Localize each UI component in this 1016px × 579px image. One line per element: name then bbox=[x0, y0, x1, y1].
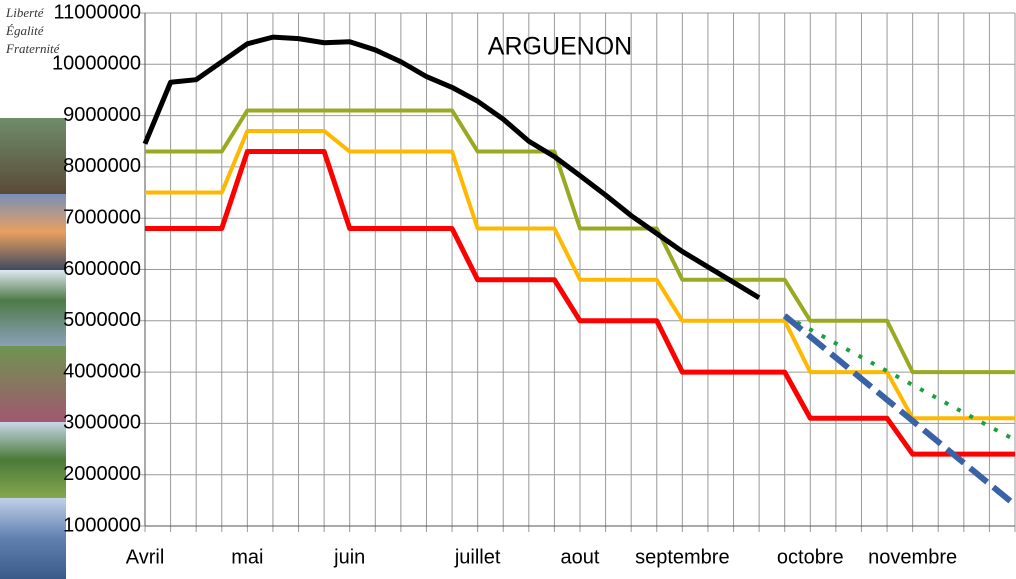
x-tick-label: juin bbox=[333, 546, 365, 568]
y-tick-label: 4000000 bbox=[63, 360, 141, 382]
logo-text: Liberté bbox=[5, 5, 45, 20]
x-tick-label: aout bbox=[561, 546, 600, 568]
y-tick-label: 10000000 bbox=[52, 53, 141, 75]
side-photos bbox=[0, 118, 66, 579]
series-line bbox=[782, 313, 1016, 508]
series-line bbox=[783, 313, 1016, 442]
series-line bbox=[145, 108, 1015, 375]
series-line bbox=[142, 34, 761, 300]
x-tick-label: Avril bbox=[126, 546, 165, 568]
series-line bbox=[145, 149, 1015, 457]
series-line bbox=[145, 128, 1015, 421]
y-tick-label: 11000000 bbox=[54, 1, 142, 23]
x-tick-label: mai bbox=[231, 546, 263, 568]
y-tick-label: 6000000 bbox=[63, 258, 141, 280]
x-tick-label: juillet bbox=[454, 546, 501, 568]
chart-title: ARGUENON bbox=[488, 33, 632, 61]
y-tick-label: 8000000 bbox=[63, 155, 141, 177]
x-tick-label: septembre bbox=[635, 546, 730, 568]
y-tick-label: 3000000 bbox=[63, 412, 141, 434]
y-tick-label: 7000000 bbox=[63, 206, 141, 228]
x-tick-label: novembre bbox=[868, 546, 957, 568]
logo-text: Fraternité bbox=[5, 41, 61, 56]
y-tick-label: 9000000 bbox=[63, 104, 141, 126]
y-tick-label: 2000000 bbox=[63, 463, 141, 485]
grid bbox=[139, 12, 1016, 532]
logo-text: Égalité bbox=[5, 23, 45, 38]
y-tick-label: 5000000 bbox=[63, 309, 141, 331]
y-tick-label: 1000000 bbox=[63, 514, 141, 536]
x-tick-label: octobre bbox=[777, 546, 844, 568]
